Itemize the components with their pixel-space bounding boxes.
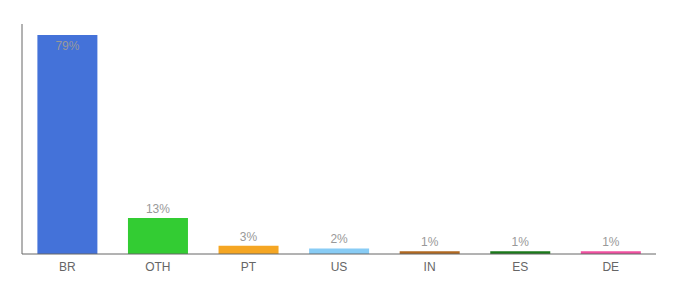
svg-text:OTH: OTH (145, 260, 170, 274)
svg-text:2%: 2% (330, 232, 348, 246)
svg-text:79%: 79% (55, 39, 79, 53)
svg-text:US: US (331, 260, 348, 274)
svg-text:1%: 1% (421, 235, 439, 249)
svg-text:BR: BR (59, 260, 76, 274)
svg-text:DE: DE (602, 260, 619, 274)
svg-text:IN: IN (424, 260, 436, 274)
svg-text:ES: ES (512, 260, 528, 274)
svg-text:3%: 3% (240, 230, 258, 244)
svg-text:PT: PT (241, 260, 257, 274)
svg-text:13%: 13% (146, 202, 170, 216)
svg-text:1%: 1% (512, 235, 530, 249)
svg-text:1%: 1% (602, 235, 620, 249)
